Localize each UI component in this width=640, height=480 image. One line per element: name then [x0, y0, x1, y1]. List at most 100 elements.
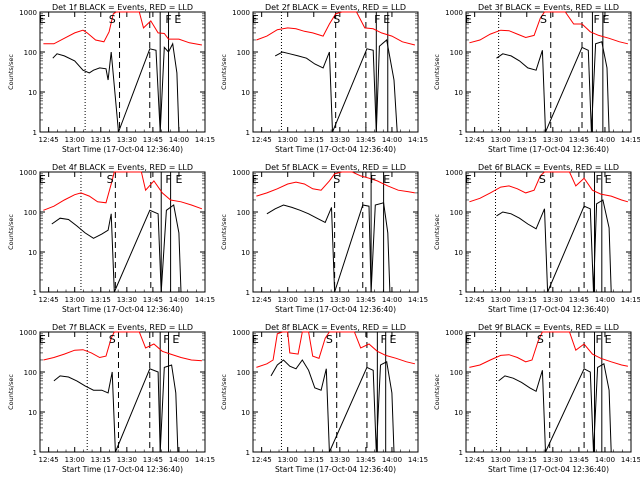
chart-title: Det 2f BLACK = Events, RED = LLD — [265, 3, 406, 12]
x-tick-label: 13:15 — [517, 136, 537, 144]
series-line-lld — [256, 331, 416, 368]
x-tick-label: 14:15 — [621, 296, 640, 304]
chart-title: Det 3f BLACK = Events, RED = LLD — [478, 3, 619, 12]
x-tick-label: 14:00 — [169, 136, 189, 144]
y-tick-label: 1000 — [19, 329, 37, 337]
y-tick-label: 100 — [450, 369, 463, 377]
x-tick-label: 13:15 — [91, 456, 111, 464]
y-tick-label: 10 — [28, 249, 37, 257]
x-axis-label: Start Time (17-Oct-04 12:36:40) — [62, 145, 183, 154]
series-line-lld — [469, 171, 629, 203]
x-tick-label: 14:15 — [621, 136, 640, 144]
series-line-events — [52, 42, 180, 133]
x-tick-label: 12:45 — [39, 136, 59, 144]
interval-marker-label: E — [390, 333, 397, 346]
series-line-lld — [256, 171, 415, 197]
x-tick-label: 13:45 — [569, 136, 589, 144]
y-tick-label: 100 — [237, 49, 250, 57]
x-tick-label: 13:45 — [143, 136, 163, 144]
y-axis-label: Counts/sec — [7, 214, 15, 250]
x-axis-label: Start Time (17-Oct-04 12:36:40) — [275, 465, 396, 474]
interval-marker-label: E — [174, 13, 181, 26]
interval-marker-label: E — [252, 333, 259, 346]
interval-marker-label: E — [605, 333, 612, 346]
y-axis-label: Counts/sec — [7, 54, 15, 90]
y-tick-label: 100 — [450, 49, 463, 57]
x-tick-label: 13:45 — [143, 456, 163, 464]
chart-title: Det 9f BLACK = Events, RED = LLD — [478, 323, 619, 332]
x-tick-label: 13:00 — [65, 136, 85, 144]
x-tick-label: 13:15 — [304, 136, 324, 144]
series-line-lld — [43, 11, 202, 46]
interval-marker-label: F — [374, 13, 380, 26]
x-tick-label: 12:45 — [465, 296, 485, 304]
x-tick-label: 12:45 — [252, 136, 272, 144]
chart-title: Det 5f BLACK = Events, RED = LLD — [265, 163, 406, 172]
y-tick-label: 1000 — [232, 9, 250, 17]
y-tick-label: 10 — [28, 409, 37, 417]
interval-marker-label: S — [540, 13, 547, 26]
series-line-lld — [43, 331, 202, 362]
x-axis-label: Start Time (17-Oct-04 12:36:40) — [488, 145, 609, 154]
y-tick-label: 10 — [241, 89, 250, 97]
x-tick-label: 13:30 — [117, 136, 137, 144]
x-tick-label: 13:15 — [91, 136, 111, 144]
series-line-lld — [43, 171, 203, 211]
y-axis-label: Counts/sec — [220, 54, 228, 90]
y-tick-label: 1 — [33, 289, 37, 297]
x-tick-label: 13:00 — [278, 296, 298, 304]
x-tick-label: 13:30 — [330, 136, 350, 144]
chart-panel: Det 7f BLACK = Events, RED = LLD 1 10 100 10… — [7, 323, 215, 474]
interval-marker-label: F — [596, 333, 602, 346]
x-tick-label: 14:00 — [595, 136, 615, 144]
x-tick-label: 13:45 — [569, 456, 589, 464]
interval-marker-label: E — [39, 173, 46, 186]
y-tick-label: 1000 — [445, 169, 463, 177]
x-tick-label: 14:15 — [195, 296, 215, 304]
chart-title: Det 7f BLACK = Events, RED = LLD — [52, 323, 193, 332]
x-tick-label: 14:15 — [195, 136, 215, 144]
x-tick-label: 13:00 — [65, 296, 85, 304]
y-tick-label: 100 — [450, 209, 463, 217]
x-tick-label: 13:00 — [491, 296, 511, 304]
interval-marker-label: E — [383, 173, 390, 186]
chart-panel: Det 2f BLACK = Events, RED = LLD 1 10 100 10… — [220, 3, 428, 154]
plot-frame — [465, 171, 632, 293]
x-tick-label: 13:15 — [517, 296, 537, 304]
series-line-lld — [469, 331, 628, 368]
series-line-events — [274, 39, 398, 133]
y-tick-label: 10 — [454, 89, 463, 97]
series-line-events — [496, 199, 612, 293]
x-tick-label: 13:45 — [569, 296, 589, 304]
x-tick-label: 13:00 — [278, 456, 298, 464]
x-tick-label: 14:15 — [408, 296, 428, 304]
series-line-events — [266, 202, 391, 293]
chart-panel: Det 9f BLACK = Events, RED = LLD 1 10 100 10… — [433, 323, 640, 474]
x-tick-label: 14:15 — [408, 456, 428, 464]
chart-panel: Det 5f BLACK = Events, RED = LLD 1 10 100 10… — [220, 163, 428, 314]
interval-marker-label: S — [326, 333, 333, 346]
y-tick-label: 1 — [246, 449, 250, 457]
plot-frame — [465, 11, 632, 133]
x-axis-label: Start Time (17-Oct-04 12:36:40) — [488, 305, 609, 314]
x-tick-label: 13:15 — [91, 296, 111, 304]
interval-marker-label: S — [109, 13, 116, 26]
x-tick-label: 14:00 — [382, 296, 402, 304]
interval-marker-label: E — [465, 173, 472, 186]
x-tick-label: 13:30 — [117, 296, 137, 304]
x-tick-label: 14:15 — [195, 456, 215, 464]
x-tick-label: 13:45 — [356, 296, 376, 304]
x-tick-label: 14:15 — [621, 456, 640, 464]
y-tick-label: 1 — [246, 289, 250, 297]
interval-marker-label: E — [252, 173, 259, 186]
plot-frame — [465, 331, 632, 453]
x-axis-label: Start Time (17-Oct-04 12:36:40) — [488, 465, 609, 474]
y-axis-label: Counts/sec — [433, 54, 441, 90]
x-tick-label: 13:30 — [117, 456, 137, 464]
y-tick-label: 10 — [241, 249, 250, 257]
y-tick-label: 1 — [246, 129, 250, 137]
chart-title: Det 6f BLACK = Events, RED = LLD — [478, 163, 619, 172]
chart-title: Det 1f BLACK = Events, RED = LLD — [52, 3, 193, 12]
y-tick-label: 1000 — [445, 329, 463, 337]
x-tick-label: 12:45 — [39, 456, 59, 464]
